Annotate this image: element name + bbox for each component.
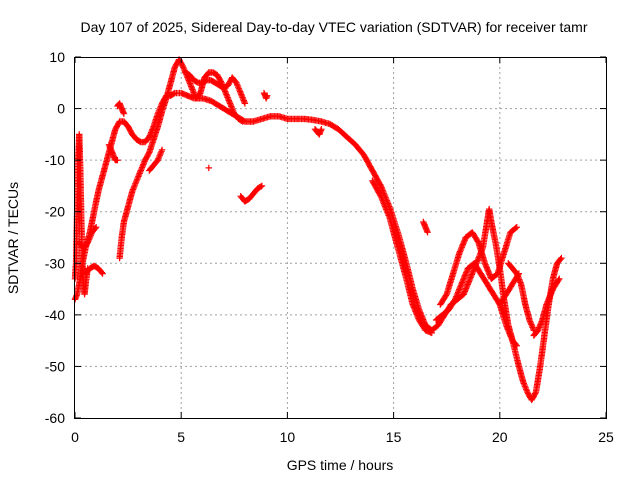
y-tick-label: -30 [45, 255, 65, 271]
data-point [241, 100, 249, 107]
data-point [515, 274, 522, 282]
y-tick-label: 10 [49, 49, 65, 65]
y-tick-label: -10 [45, 152, 65, 168]
axis-ticks: 0 5 10 15 20 25 10 0 -10 -20 -30 -40 -50 -60 [45, 49, 614, 445]
data-point [92, 225, 99, 232]
data-point [547, 291, 554, 298]
data-point [98, 269, 105, 276]
data-point [545, 295, 552, 303]
data-point [318, 126, 325, 133]
data-point [527, 319, 534, 327]
data-point [520, 380, 527, 387]
data-point [87, 233, 94, 240]
data-point [137, 167, 144, 174]
data-point [513, 270, 520, 277]
data-points [71, 56, 565, 404]
data-point [120, 110, 128, 117]
data-point [257, 183, 265, 190]
data-point [205, 164, 212, 172]
data-point [84, 239, 91, 246]
data-point [536, 324, 543, 331]
chart-title: Day 107 of 2025, Sidereal Day-to-day VTE… [80, 19, 587, 35]
data-point [385, 212, 392, 219]
data-point [529, 324, 536, 331]
x-tick-label: 20 [492, 429, 508, 445]
data-point [158, 146, 166, 153]
data-point [526, 318, 534, 325]
data-point [239, 118, 246, 125]
x-tick-label: 10 [280, 429, 296, 445]
data-point [99, 270, 106, 277]
data-point [556, 275, 563, 282]
data-point [535, 325, 542, 333]
data-point [129, 187, 136, 195]
x-tick-label: 15 [386, 429, 402, 445]
x-tick-label: 0 [71, 429, 79, 445]
data-point [558, 254, 565, 262]
x-tick-label: 25 [598, 429, 614, 445]
data-point [523, 387, 530, 394]
data-point [512, 224, 519, 232]
data-point [543, 299, 551, 307]
data-point [155, 154, 163, 161]
data-point [93, 224, 100, 231]
y-tick-label: -60 [45, 410, 65, 426]
y-tick-label: -40 [45, 307, 65, 323]
data-point [226, 98, 233, 106]
data-point [557, 256, 564, 263]
data-point [522, 384, 529, 391]
data-point [376, 181, 384, 188]
y-tick-label: -20 [45, 204, 65, 220]
data-point [258, 182, 266, 190]
data-point [238, 117, 245, 124]
data-point [235, 84, 242, 91]
data-point [264, 92, 271, 99]
x-tick-label: 5 [177, 429, 185, 445]
data-point [516, 277, 523, 285]
x-axis-label: GPS time / hours [287, 457, 394, 473]
plot-frame [74, 57, 607, 419]
y-tick-label: -50 [45, 358, 65, 374]
data-point [532, 390, 539, 397]
data-point [424, 229, 431, 236]
data-point [537, 319, 545, 327]
data-point [428, 329, 435, 337]
data-point [114, 156, 121, 164]
y-axis-label: SDTVAR / TECUs [5, 182, 21, 294]
data-point [555, 276, 562, 284]
data-point [513, 224, 520, 231]
data-point [179, 62, 186, 70]
y-tick-label: 0 [57, 101, 65, 117]
grid-lines [75, 57, 606, 418]
